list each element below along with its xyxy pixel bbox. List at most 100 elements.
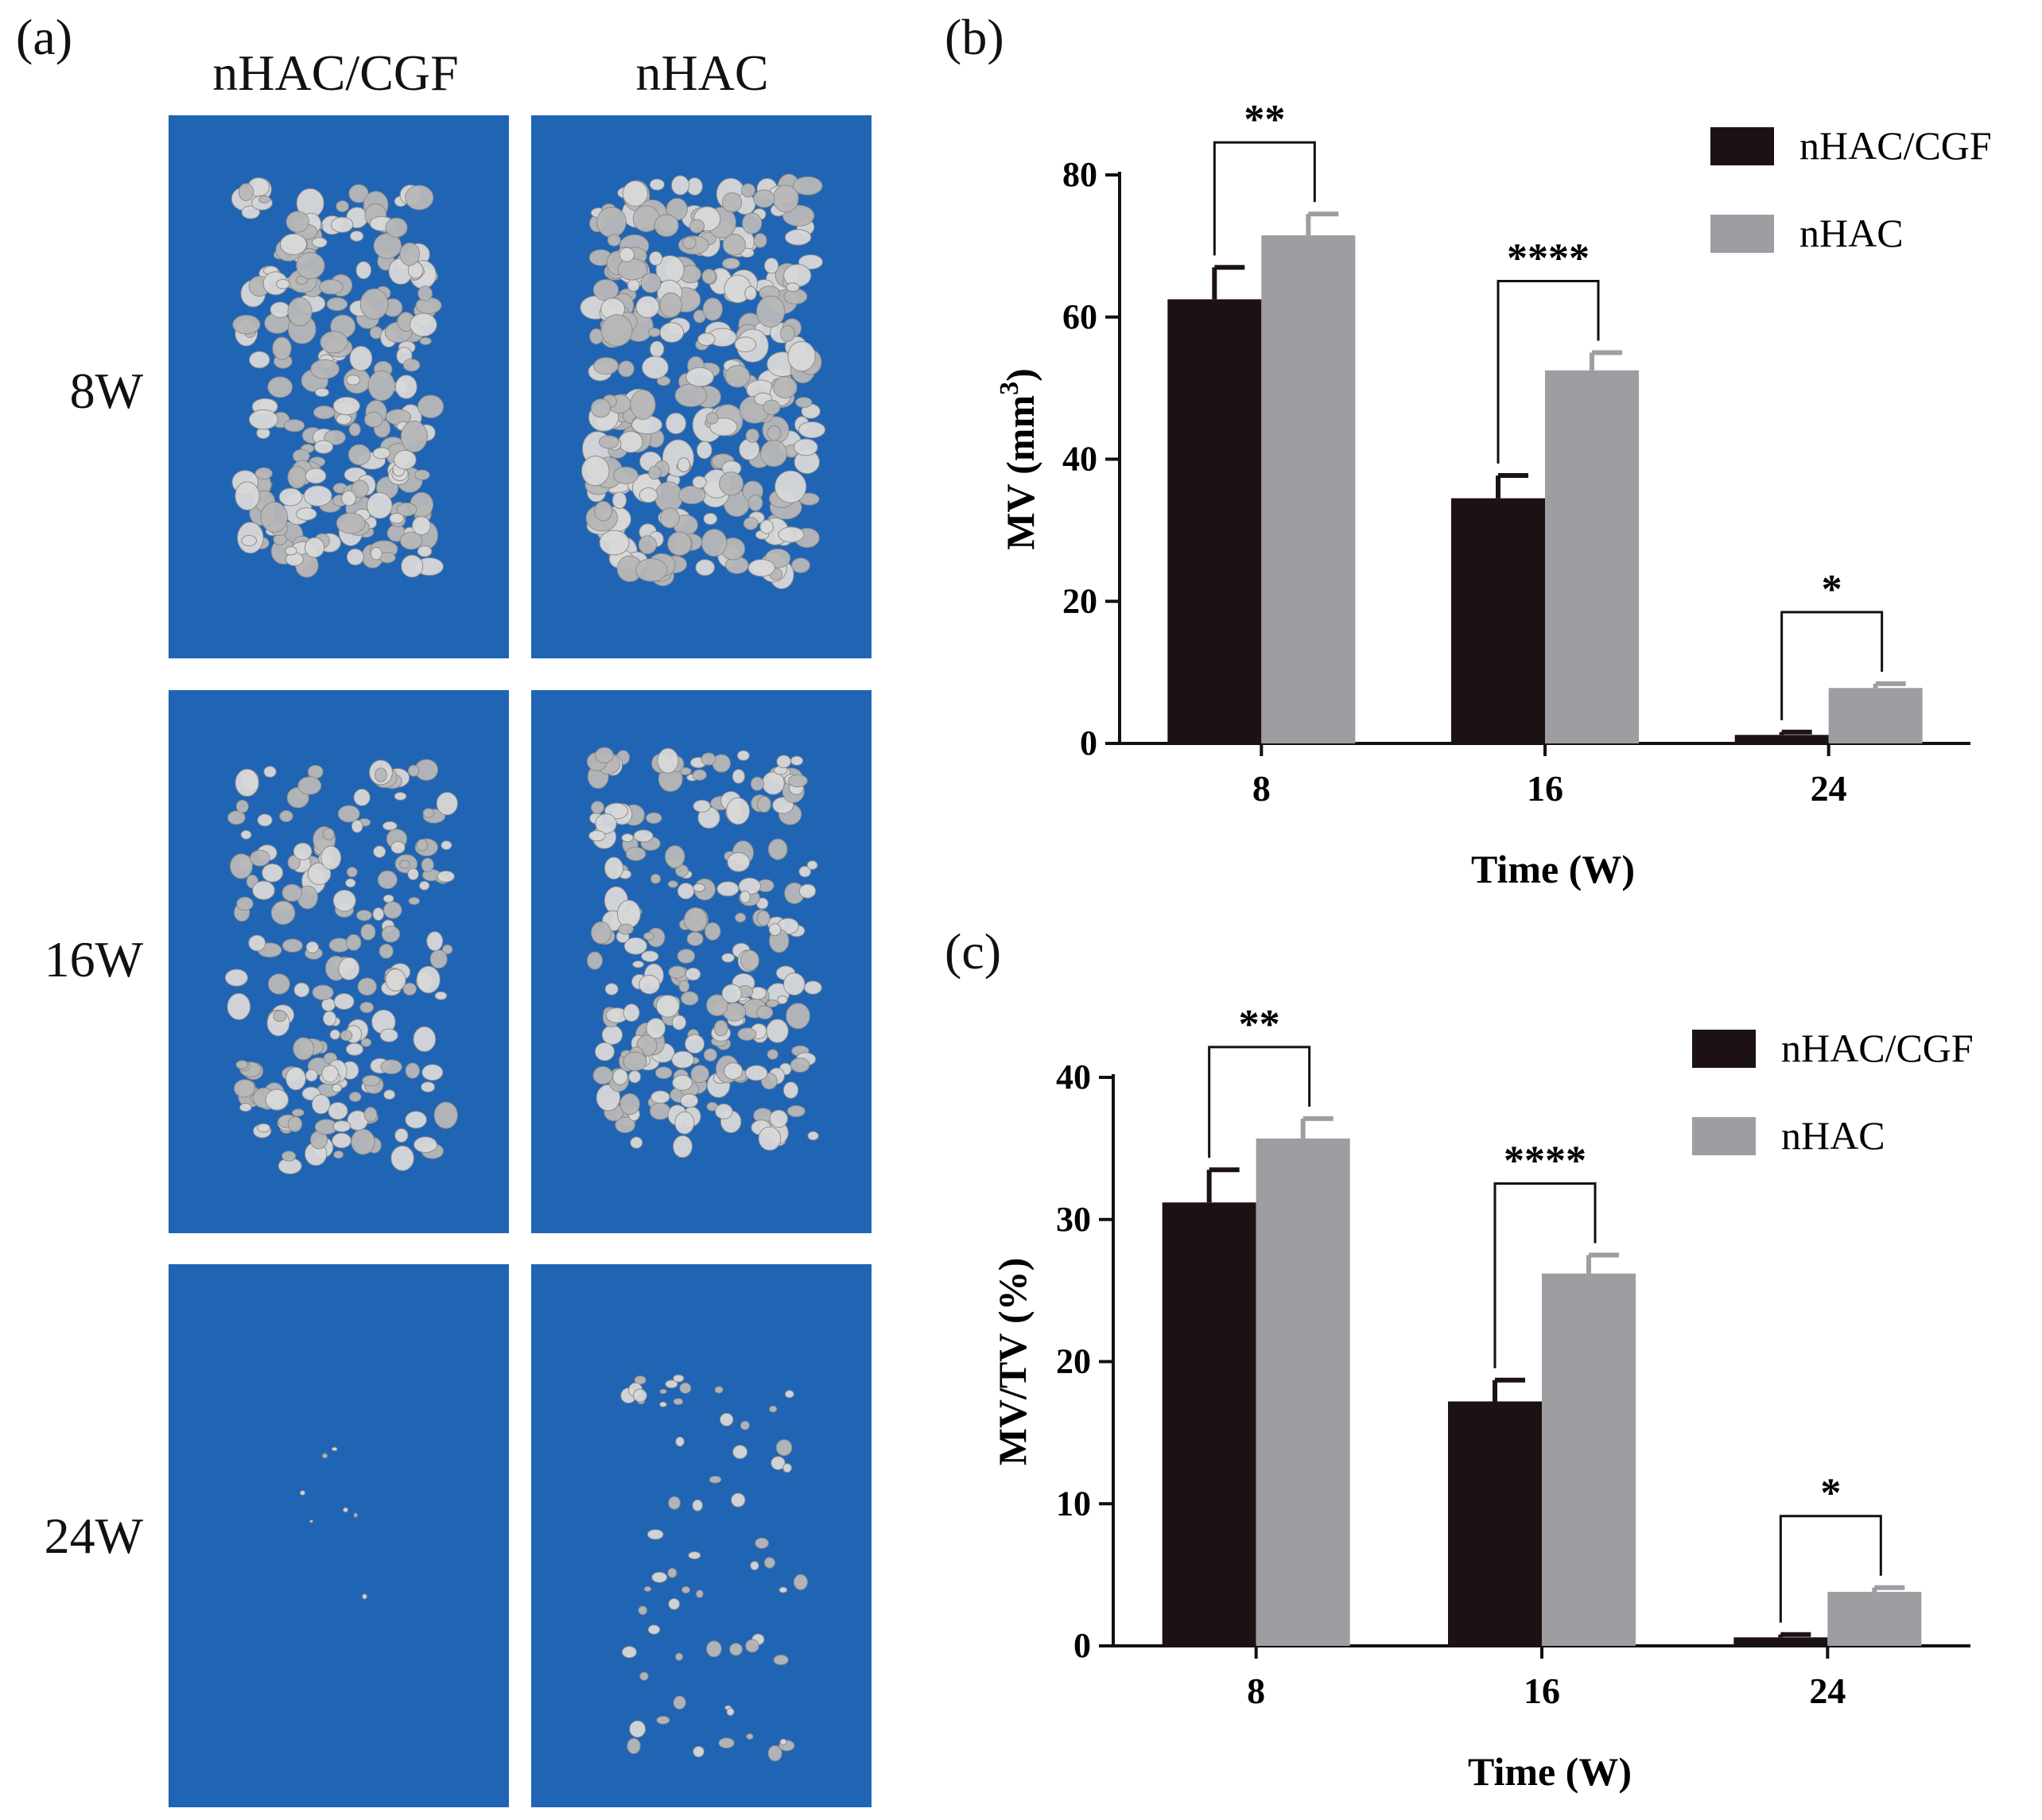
significance-bracket xyxy=(1497,279,1600,464)
bone-particle xyxy=(773,1654,789,1666)
bone-particle xyxy=(593,357,619,375)
bone-particle xyxy=(740,1420,751,1430)
bone-particle xyxy=(383,1089,396,1100)
bone-particle xyxy=(617,258,648,281)
legend-label: nHAC xyxy=(1799,211,1904,255)
bone-particle xyxy=(382,901,402,919)
bone-particle xyxy=(287,855,301,871)
bone-particles xyxy=(224,759,459,1174)
bone-particle xyxy=(591,921,611,945)
bone-particle xyxy=(709,417,738,437)
bone-particle xyxy=(784,1390,794,1399)
x-tick-label: 24 xyxy=(1811,768,1847,809)
bone-particle xyxy=(362,1074,381,1087)
y-tick-label: 40 xyxy=(1062,440,1097,479)
bone-particle xyxy=(390,1145,414,1171)
bar xyxy=(1261,235,1356,743)
bone-particle xyxy=(281,938,303,953)
bone-particle xyxy=(241,534,258,547)
bone-particle xyxy=(346,548,364,566)
ct-image-nhac-cgf-16w xyxy=(169,690,509,1233)
bone-particle xyxy=(742,212,763,235)
bone-particle xyxy=(803,980,822,995)
bone-particle xyxy=(753,189,775,208)
bone-particle xyxy=(394,449,417,470)
bone-particle xyxy=(639,1671,649,1681)
bone-particle xyxy=(786,1003,810,1030)
bone-particle xyxy=(755,295,786,328)
bone-particle xyxy=(646,1018,666,1039)
significance-label: ** xyxy=(1244,97,1285,142)
bone-particle xyxy=(260,501,289,533)
bone-particle xyxy=(417,545,433,557)
bone-particle xyxy=(668,1597,681,1610)
bone-particle xyxy=(720,1412,734,1426)
bone-particle xyxy=(373,845,386,858)
bone-particle xyxy=(594,500,613,522)
significance-bracket xyxy=(1780,611,1884,720)
column-header-nhac-cgf: nHAC/CGF xyxy=(212,45,459,101)
column-header-nhac: nHAC xyxy=(635,45,769,101)
bone-particle xyxy=(763,399,781,415)
bone-particle xyxy=(314,387,330,398)
bone-particle xyxy=(639,487,658,503)
bone-particle xyxy=(774,470,807,503)
bone-particle xyxy=(310,359,340,379)
bone-particle xyxy=(363,1106,378,1123)
y-tick-label: 40 xyxy=(1056,1057,1091,1096)
bone-particle xyxy=(623,1051,647,1072)
bone-particle xyxy=(241,205,261,219)
bone-particle xyxy=(673,1374,685,1383)
y-tick-label: 0 xyxy=(1073,1626,1091,1665)
bone-particle xyxy=(665,412,687,435)
bone-particle xyxy=(332,1120,351,1132)
bone-particle xyxy=(320,845,342,871)
bone-particle xyxy=(693,1745,705,1758)
bone-particle xyxy=(336,200,349,212)
bone-particle xyxy=(600,314,633,347)
bone-particle xyxy=(763,1557,776,1569)
bone-particle xyxy=(287,465,307,489)
bone-particle xyxy=(307,862,332,886)
bone-particle xyxy=(766,999,778,1008)
bone-particle xyxy=(656,1716,670,1725)
bone-particle xyxy=(340,1030,353,1042)
bone-particle xyxy=(394,1127,409,1143)
bone-particle xyxy=(673,1398,684,1406)
bone-particle xyxy=(633,829,654,843)
bone-particle xyxy=(798,865,812,878)
bone-particle xyxy=(441,840,452,851)
bone-particle xyxy=(688,1551,701,1560)
bone-particle xyxy=(313,405,336,420)
bone-particle xyxy=(252,880,275,900)
bone-particle xyxy=(405,1062,421,1079)
bone-particles xyxy=(620,1374,808,1762)
bone-particle xyxy=(346,867,358,878)
bone-particle xyxy=(686,931,704,946)
significance-label: **** xyxy=(1504,1138,1586,1183)
bone-particle xyxy=(233,1079,255,1098)
bone-particle xyxy=(664,845,685,868)
bone-particle xyxy=(769,1405,778,1413)
bone-particle xyxy=(595,747,614,764)
bone-particle xyxy=(379,943,394,959)
bone-particle xyxy=(367,370,395,402)
bone-particle xyxy=(722,233,746,256)
y-tick-label: 20 xyxy=(1062,581,1097,620)
bone-particle xyxy=(622,180,649,207)
bone-particle xyxy=(649,340,665,358)
bone-particle xyxy=(348,422,361,437)
bone-particle xyxy=(745,1639,759,1653)
bone-particle xyxy=(619,246,635,262)
bone-particle xyxy=(311,1094,331,1115)
bone-particle xyxy=(329,1029,341,1040)
bone-particle xyxy=(665,1380,678,1389)
bone-particle xyxy=(760,440,788,468)
bone-particle xyxy=(690,1065,709,1084)
bone-particle xyxy=(617,923,634,935)
bone-particle xyxy=(436,791,459,816)
bone-particle xyxy=(416,838,429,852)
bone-particle xyxy=(780,324,795,342)
bone-particle xyxy=(668,1496,681,1510)
bone-particle xyxy=(714,1103,733,1120)
